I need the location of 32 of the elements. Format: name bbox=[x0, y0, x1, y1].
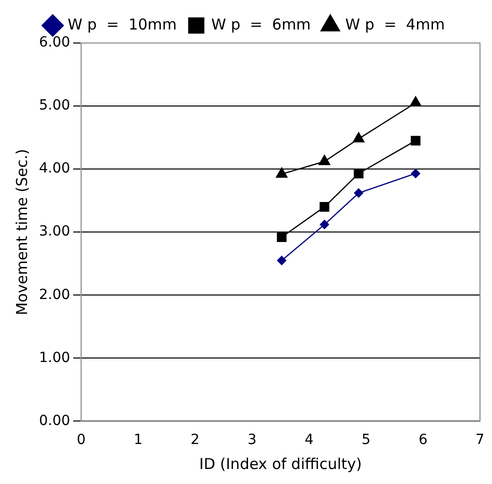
x-tick-label: 3 bbox=[248, 432, 257, 448]
point bbox=[320, 202, 330, 212]
point bbox=[277, 256, 286, 266]
point bbox=[410, 136, 420, 146]
x-tick-label: 0 bbox=[76, 432, 86, 448]
legend-label: W p = 4mm bbox=[345, 15, 445, 34]
x-tick-label: 1 bbox=[134, 432, 143, 448]
point bbox=[411, 168, 420, 178]
y-axis-title: Movement time (Sec.) bbox=[12, 148, 31, 316]
point bbox=[410, 96, 422, 106]
point bbox=[354, 188, 364, 198]
y-tick-label: 1.00 bbox=[39, 350, 70, 366]
y-tick-label: 6.00 bbox=[39, 34, 70, 51]
x-axis-title: ID (Index of difficulty) bbox=[199, 454, 362, 473]
legend-label: W p = 6mm bbox=[211, 15, 311, 34]
x-tick-label: 7 bbox=[476, 432, 484, 448]
y-tick-label: 2.00 bbox=[39, 286, 70, 303]
legend-label: W p = 10mm bbox=[68, 15, 177, 34]
x-tick-label: 2 bbox=[190, 432, 200, 448]
point bbox=[276, 168, 288, 178]
x-tick-label: 5 bbox=[362, 432, 371, 448]
point bbox=[318, 154, 330, 166]
x-tick-label: 4 bbox=[304, 432, 314, 448]
point bbox=[276, 232, 287, 242]
point bbox=[320, 220, 330, 230]
point bbox=[354, 168, 364, 178]
y-tick-label: 3.00 bbox=[39, 224, 70, 240]
point bbox=[352, 132, 364, 142]
y-tick-label: 5.00 bbox=[39, 98, 70, 114]
x-tick-label: 6 bbox=[418, 432, 428, 448]
y-tick-label: 0.00 bbox=[39, 412, 70, 429]
y-tick-label: 4.00 bbox=[39, 160, 70, 177]
